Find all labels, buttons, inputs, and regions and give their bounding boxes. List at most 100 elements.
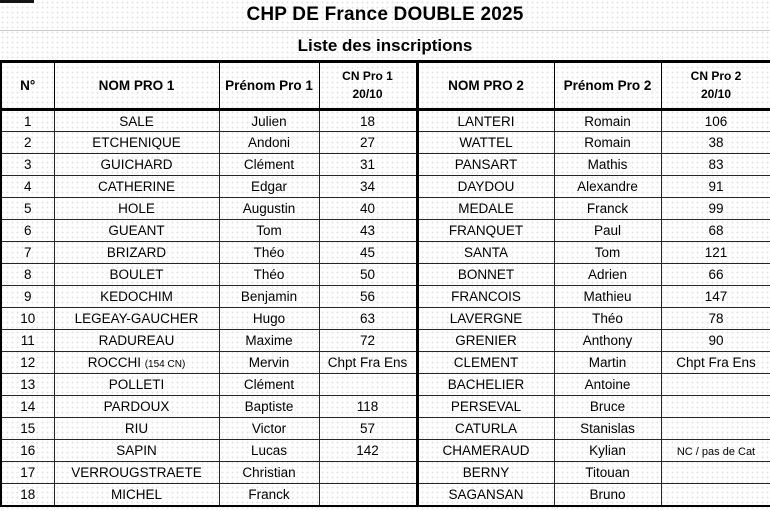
cell-cn-pro-1: 45 xyxy=(318,241,418,264)
table-row: 9 KEDOCHIM Benjamin 56 FRANCOIS Mathieu 147 xyxy=(0,285,770,308)
cell-prenom-pro-2: Romain xyxy=(553,131,662,154)
cell-nom-pro-2: DAYDOU xyxy=(415,175,555,198)
cell-text: Romain xyxy=(584,135,631,150)
cell-cn-pro-1: 63 xyxy=(318,307,418,330)
cell-text: SAGANSAN xyxy=(448,486,524,502)
cell-text: Bruno xyxy=(589,486,626,502)
cell-text: 18 xyxy=(20,486,36,502)
cell-text: MEDALE xyxy=(458,201,514,216)
cell-text: BONNET xyxy=(457,267,515,282)
cell-text: CATURLA xyxy=(454,421,517,436)
header-row: N° NOM PRO 1 Prénom Pro 1 CN Pro 1 20/10… xyxy=(0,60,770,111)
cell-prenom-pro-2: Stanislas xyxy=(553,417,662,440)
cell-text: FRANQUET xyxy=(448,223,524,238)
cell-text: Bruce xyxy=(589,399,626,414)
cell-nom-pro-2: SANTA xyxy=(415,241,555,264)
cell-prenom-pro-2: Bruce xyxy=(553,395,662,418)
table-row: 10 LEGEAY-GAUCHER Hugo 63 LAVERGNE Théo 78 xyxy=(0,307,770,330)
cell-text: 50 xyxy=(359,267,376,282)
cell-nom-pro-1: PARDOUX xyxy=(53,395,220,418)
cell-row-number: 6 xyxy=(0,219,55,242)
table-row: 4 CATHERINE Edgar 34 DAYDOU Alexandre 91 xyxy=(0,175,770,198)
cell-cn-pro-1: 50 xyxy=(318,263,418,286)
cell-prenom-pro-1: Mervin xyxy=(218,351,320,374)
cell-text: 68 xyxy=(708,223,724,238)
cell-text: Victor xyxy=(251,421,287,436)
cell-text: 1 xyxy=(23,113,32,129)
cell-cn-pro-1: 56 xyxy=(318,285,418,308)
cell-prenom-pro-1: Benjamin xyxy=(218,285,320,308)
cell-nom-pro-2: GRENIER xyxy=(415,329,555,352)
cell-prenom-pro-2: Bruno xyxy=(553,483,662,507)
cell-text: RADUREAU xyxy=(98,333,175,348)
cell-text: 83 xyxy=(708,157,724,172)
cell-text: 118 xyxy=(356,399,379,414)
cell-text: WATTEL xyxy=(459,135,513,150)
page-title: CHP DE France DOUBLE 2025 xyxy=(246,4,524,25)
cell-row-number: 15 xyxy=(0,417,55,440)
cell-prenom-pro-2: Alexandre xyxy=(553,175,662,198)
cell-text: Chpt Fra Ens xyxy=(676,355,756,370)
cell-cn-pro-2 xyxy=(660,461,770,484)
table-row: 8 BOULET Théo 50 BONNET Adrien 66 xyxy=(0,263,770,286)
cell-prenom-pro-2: Mathis xyxy=(553,153,662,176)
cell-text: Clément xyxy=(243,377,295,392)
cell-text: 106 xyxy=(704,113,728,129)
cell-nom-pro-1: MICHEL xyxy=(53,483,220,507)
cell-cn-pro-1 xyxy=(318,373,418,396)
cell-prenom-pro-1: Baptiste xyxy=(218,395,320,418)
cell-text: 13 xyxy=(20,377,36,392)
cell-text: Paul xyxy=(593,223,622,238)
header-prenom-pro-2: Prénom Pro 2 xyxy=(553,60,662,111)
cell-nom-pro-1: SALE xyxy=(53,109,220,132)
cell-note: (154 CN) xyxy=(144,359,186,370)
cell-prenom-pro-1: Maxime xyxy=(218,329,320,352)
cell-row-number: 9 xyxy=(0,285,55,308)
cell-text: RIU xyxy=(124,421,149,436)
cell-text: 17 xyxy=(20,465,36,480)
table-row: 6 GUEANT Tom 43 FRANQUET Paul 68 xyxy=(0,219,770,242)
cell-text: LAVERGNE xyxy=(449,311,523,326)
cell-text: 11 xyxy=(20,333,35,348)
cell-cn-pro-2 xyxy=(660,373,770,396)
cell-nom-pro-2: LAVERGNE xyxy=(415,307,555,330)
cell-text: Théo xyxy=(253,245,285,260)
cell-text: 6 xyxy=(23,223,32,238)
cell-nom-pro-1: ROCCHI (154 CN) xyxy=(53,351,220,374)
cell-row-number: 17 xyxy=(0,461,55,484)
cell-nom-pro-1: POLLETI xyxy=(53,373,220,396)
table-body: 1 SALE Julien 18 LANTERI Romain 106 2 ETCHENIQUE… xyxy=(0,109,770,507)
cell-text: Baptiste xyxy=(244,399,294,414)
cell-cn-pro-2: 83 xyxy=(660,153,770,176)
cell-row-number: 14 xyxy=(0,395,55,418)
cell-nom-pro-2: FRANCOIS xyxy=(415,285,555,308)
cell-text: Stanislas xyxy=(580,421,635,436)
cell-prenom-pro-1: Clément xyxy=(218,373,320,396)
cell-nom-pro-1: SAPIN xyxy=(53,439,220,462)
cell-text: CLEMENT xyxy=(453,355,519,370)
cell-text: 10 xyxy=(20,311,36,326)
cell-nom-pro-2: SAGANSAN xyxy=(415,483,555,507)
cell-cn-pro-2: 90 xyxy=(660,329,770,352)
cell-text: 4 xyxy=(23,179,32,194)
cell-prenom-pro-2: Martin xyxy=(553,351,662,374)
cell-nom-pro-1: BOULET xyxy=(53,263,220,286)
cell-text: GRENIER xyxy=(455,333,517,348)
cell-text: LANTERI xyxy=(457,113,515,129)
cell-text: 56 xyxy=(359,289,376,304)
cell-nom-pro-1: LEGEAY-GAUCHER xyxy=(53,307,220,330)
cell-cn-pro-2 xyxy=(660,483,770,507)
cell-text: 9 xyxy=(23,289,32,304)
cell-cn-pro-2: 68 xyxy=(660,219,770,242)
cell-text: PARDOUX xyxy=(103,399,170,414)
table-row: 1 SALE Julien 18 LANTERI Romain 106 xyxy=(0,109,770,132)
cell-cn-pro-1: Chpt Fra Ens xyxy=(318,351,418,374)
header-cn-pro-2: CN Pro 2 20/10 xyxy=(660,60,770,111)
cell-text: 34 xyxy=(359,179,376,194)
cell-text: PERSEVAL xyxy=(450,399,522,414)
cell-text: 72 xyxy=(359,333,376,348)
table-row: 5 HOLE Augustin 40 MEDALE Franck 99 xyxy=(0,197,770,220)
cell-prenom-pro-1: Augustin xyxy=(218,197,320,220)
cell-row-number: 3 xyxy=(0,153,55,176)
